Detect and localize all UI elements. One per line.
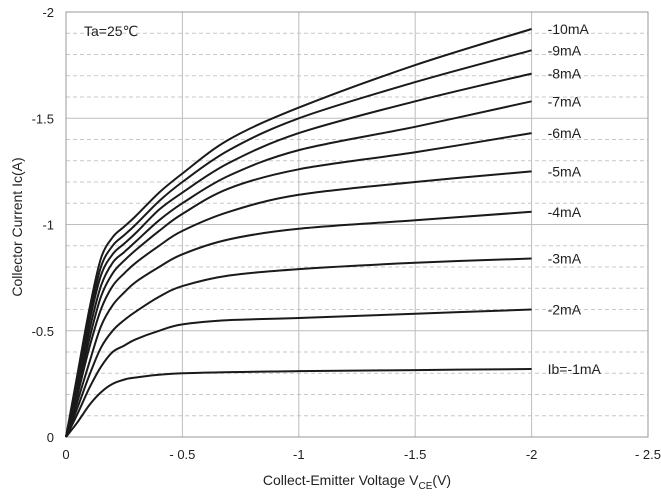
series-label--9ma: -9mA — [548, 42, 582, 58]
x-tick-label: -1 — [293, 447, 305, 462]
series-line--3ma — [65, 257, 532, 438]
y-tick-label: -1.5 — [32, 111, 54, 126]
series-label-ib-1ma: Ib=-1mA — [548, 361, 602, 377]
series-label--6ma: -6mA — [548, 125, 582, 141]
y-tick-label: 0 — [47, 430, 54, 445]
series-lines — [65, 28, 532, 438]
y-axis-title: Collector Current Ic(A) — [9, 157, 25, 296]
y-tick-label: -0.5 — [32, 324, 54, 339]
series-line--6ma — [65, 132, 532, 438]
y-tick-label: -2 — [42, 5, 54, 20]
x-tick-label: - 0.5 — [169, 447, 195, 462]
series-label--7ma: -7mA — [548, 93, 582, 109]
series-label--5ma: -5mA — [548, 163, 582, 179]
series-line--9ma — [65, 49, 532, 438]
series-line--5ma — [65, 170, 532, 438]
x-tick-label: -2 — [526, 447, 538, 462]
temperature-annotation: Ta=25℃ — [84, 23, 138, 39]
x-axis-title: Collect-Emitter Voltage VCE(V) — [263, 472, 451, 492]
x-axis-title-unit: (V) — [432, 472, 451, 488]
x-tick-label: -1.5 — [404, 447, 426, 462]
series-label--4ma: -4mA — [548, 204, 582, 220]
x-tick-label: - 2.5 — [635, 447, 661, 462]
x-tick-label: 0 — [62, 447, 69, 462]
series-labels: Ib=-1mA -2mA -3mA -4mA -5mA -6mA -7mA -8mA -9mA -… — [548, 21, 602, 377]
series-line--4ma — [65, 210, 532, 438]
series-line--8ma — [65, 72, 532, 438]
series-line--10ma — [65, 28, 532, 438]
series-label--8ma: -8mA — [548, 66, 582, 82]
y-tick-label: -1 — [42, 218, 54, 233]
series-label--3ma: -3mA — [548, 251, 582, 267]
x-axis-title-subscript: CE — [419, 481, 433, 492]
series-line--2ma — [65, 308, 532, 438]
plot-frame — [65, 11, 649, 438]
series-label--2ma: -2mA — [548, 302, 582, 318]
series-label--10ma: -10mA — [548, 21, 590, 37]
series-line--7ma — [65, 100, 532, 438]
axes: 0 -0.5 -1 -1.5 -2 0 - 0.5 -1 -1.5 -2 - 2.5 — [32, 5, 661, 462]
series-line-ib-1ma — [65, 368, 532, 438]
x-axis-title-main: Collect-Emitter Voltage V — [263, 472, 419, 488]
